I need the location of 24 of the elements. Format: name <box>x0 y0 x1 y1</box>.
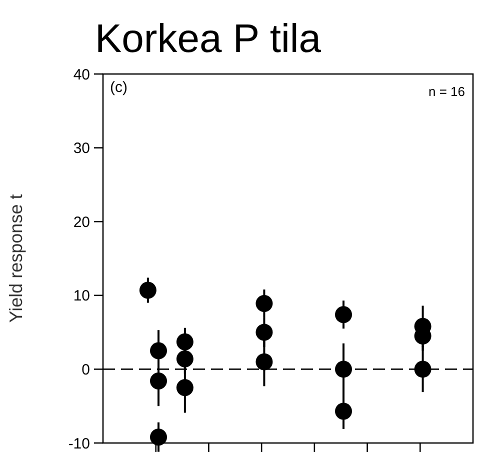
point <box>335 306 352 324</box>
point <box>150 372 167 390</box>
point <box>335 402 352 420</box>
point <box>176 333 194 350</box>
point <box>139 282 156 299</box>
point <box>176 350 194 368</box>
point <box>256 324 273 341</box>
y-tick-label: 0 <box>82 361 90 378</box>
annotation: n = 16 <box>428 84 465 99</box>
point <box>256 353 273 370</box>
y-tick-label: -10 <box>68 435 90 452</box>
y-tick-label: 30 <box>73 140 90 158</box>
point <box>335 360 352 378</box>
y-tick-label: 40 <box>73 66 90 84</box>
point <box>150 342 167 360</box>
y-tick-label: 10 <box>73 288 90 305</box>
annotation: (c) <box>110 79 128 96</box>
point <box>150 428 167 446</box>
point <box>176 379 194 396</box>
point <box>256 295 273 312</box>
point <box>414 360 432 378</box>
y-axis-title: Yield response t <box>6 194 26 323</box>
chart-title: Korkea P tila <box>95 17 322 61</box>
y-tick-label: 20 <box>73 214 90 231</box>
